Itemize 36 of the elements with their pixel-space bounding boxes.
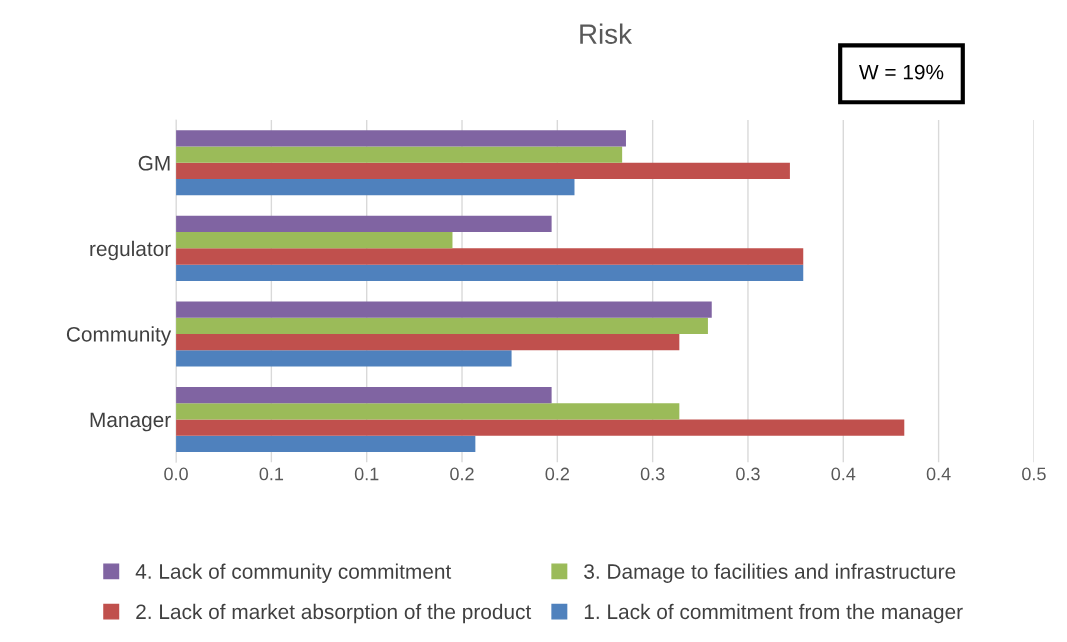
x-tick-label: 0.0 [164, 467, 188, 481]
y-tick-label: GM [138, 155, 170, 171]
y-tick-label: Manager [90, 412, 171, 432]
x-tick-label: 0.4 [926, 467, 951, 481]
bar [176, 419, 905, 436]
x-tick-label: 0.4 [831, 467, 856, 481]
bar [176, 403, 680, 420]
y-tick-label: Community [66, 326, 172, 346]
bar [176, 264, 804, 281]
legend-label: 4. Lack of community commitment [135, 563, 452, 583]
x-tick-label: 0.1 [354, 467, 379, 481]
bar [176, 301, 712, 318]
x-tick-label: 0.5 [1022, 467, 1046, 481]
legend-label: 3. Damage to facilities and infrastructure [584, 563, 956, 583]
bar [176, 248, 804, 265]
bar [176, 179, 575, 196]
legend-label: 2. Lack of market absorption of the product [136, 603, 532, 624]
bar [176, 215, 552, 233]
x-tick-label: 0.2 [545, 467, 569, 481]
bar [176, 146, 623, 163]
bar [176, 386, 552, 404]
x-tick-label: 0.2 [450, 467, 474, 481]
bar [176, 333, 680, 351]
bar [176, 317, 708, 334]
text: W = 19% [859, 64, 944, 80]
y-tick-label: regulator [90, 240, 171, 261]
bar [176, 162, 790, 180]
legend-label: 1. Lack of commitment from the manager [584, 603, 963, 624]
bar [176, 232, 453, 249]
x-tick-label: 0.3 [640, 467, 665, 481]
bar [176, 350, 512, 367]
x-tick-label: 0.3 [736, 467, 760, 481]
x-tick-label: 0.1 [259, 467, 284, 481]
bar [176, 435, 476, 452]
bar [176, 130, 626, 147]
chart-title: Risk [580, 23, 633, 44]
